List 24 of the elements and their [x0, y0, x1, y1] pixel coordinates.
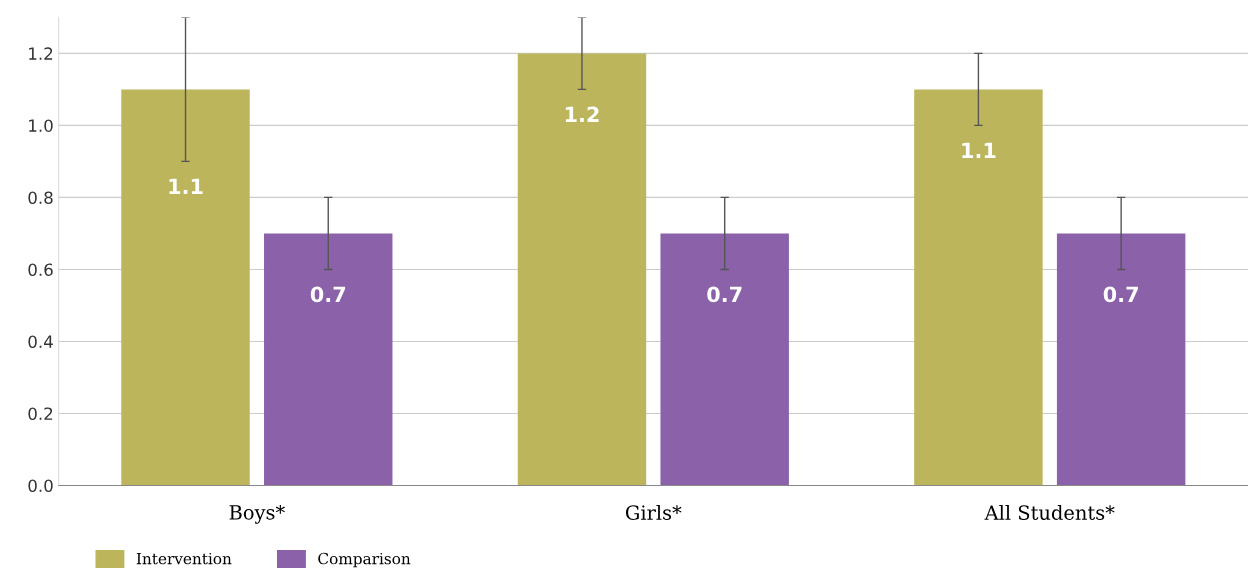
y-tick-label: 1.0: [29, 119, 53, 132]
x-tick-label: All Students*: [984, 504, 1115, 520]
bar: [1056, 233, 1186, 486]
y-tick-label: 1.2: [29, 47, 53, 60]
bar: [914, 89, 1043, 486]
bar: [660, 233, 789, 486]
data-label: 1.1: [962, 142, 996, 158]
y-tick-label: 0.0: [28, 479, 53, 493]
x-tick-label: Girls*: [625, 504, 682, 520]
data-label: 0.7: [707, 286, 742, 303]
data-label: 0.7: [1103, 286, 1138, 303]
data-label: 1.2: [565, 106, 599, 122]
y-tick-label: 0.6: [28, 263, 53, 276]
bar: [121, 89, 250, 486]
data-label: 1.1: [169, 178, 203, 194]
bar: [517, 53, 647, 486]
data-label: 0.7: [310, 286, 346, 303]
legend-label: Intervention: [136, 552, 232, 565]
legend-label: Comparison: [318, 552, 411, 568]
bar: [264, 233, 393, 486]
y-tick-label: 0.4: [28, 335, 53, 349]
y-tick-label: 0.2: [28, 407, 53, 421]
y-tick-label: 0.8: [28, 191, 53, 204]
x-tick-label: Boys*: [229, 504, 285, 524]
